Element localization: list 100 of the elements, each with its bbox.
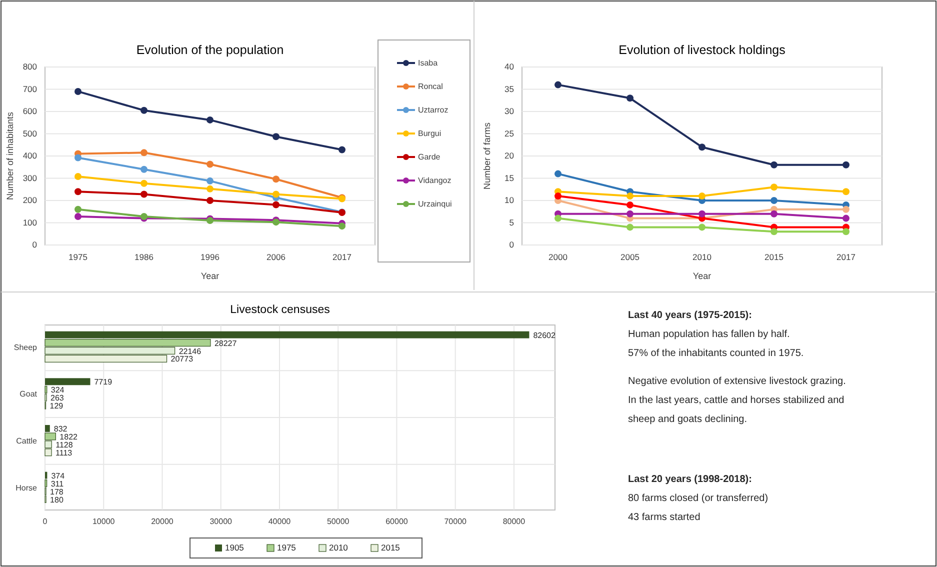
y-tick-label: 500 <box>22 128 38 138</box>
point <box>698 144 706 151</box>
data-label: 180 <box>50 495 64 504</box>
point <box>206 197 214 204</box>
point <box>338 222 346 230</box>
y-tick-label: Sheep <box>14 342 38 352</box>
point <box>626 192 634 200</box>
point <box>626 201 634 208</box>
y-tick-label: 300 <box>22 172 38 183</box>
data-label: 374 <box>51 471 66 480</box>
x-axis-title: Year <box>200 271 220 281</box>
y-tick-label: 25 <box>504 128 514 138</box>
legend-label: 1905 <box>225 542 244 553</box>
point <box>842 161 850 168</box>
y-tick-label: 10 <box>504 195 514 206</box>
point <box>74 213 82 220</box>
point <box>272 190 280 198</box>
data-label: 311 <box>50 479 64 488</box>
x-tick-label: 2005 <box>620 252 640 262</box>
data-label: 82602 <box>533 330 556 340</box>
point <box>770 184 778 191</box>
data-label: 832 <box>54 424 68 434</box>
data-label: 324 <box>50 386 65 395</box>
x-tick-label: 50000 <box>326 517 350 526</box>
point <box>554 192 562 200</box>
x-tick-label: 70000 <box>444 517 468 526</box>
y-tick-label: 15 <box>504 172 514 183</box>
point <box>206 116 214 124</box>
x-tick-label: 2017 <box>836 252 856 262</box>
point <box>770 210 778 218</box>
point <box>74 154 82 162</box>
point <box>140 190 148 198</box>
point <box>206 177 214 184</box>
x-tick-label: 10000 <box>92 517 116 526</box>
x-tick-label: 60000 <box>386 517 408 526</box>
point <box>842 188 850 196</box>
y-tick-label: 700 <box>22 84 38 94</box>
point <box>626 94 634 102</box>
y-tick-label: 5 <box>509 217 514 228</box>
y-tick-label: 400 <box>22 150 38 161</box>
x-tick-label: 1975 <box>68 252 88 262</box>
legend-label: Roncal <box>418 82 444 92</box>
point <box>842 206 850 213</box>
data-label: 28227 <box>214 338 238 348</box>
y-tick-label: 200 <box>22 195 38 206</box>
y-axis-title: Number of inhabitants <box>5 111 15 200</box>
point <box>140 180 148 187</box>
legend-label: Garde <box>418 152 441 162</box>
point <box>698 224 706 231</box>
x-axis-title: Year <box>692 271 712 281</box>
point <box>770 197 778 204</box>
y-tick-label: Horse <box>16 483 38 492</box>
point <box>74 172 82 180</box>
point <box>626 210 634 218</box>
y-tick-label: 0 <box>32 240 38 250</box>
text: Last 20 years (1998-2018): 80 farms closed (or transferred) 43 farms started <box>628 474 768 523</box>
point <box>140 166 148 173</box>
x-tick-label: 2010 <box>692 252 712 262</box>
point <box>626 224 634 231</box>
point <box>698 210 706 218</box>
x-tick-label: 20000 <box>151 517 174 526</box>
x-tick-label: 80000 <box>502 517 526 526</box>
x-tick-label: 0 <box>42 517 48 526</box>
y-tick-label: 35 <box>504 84 514 94</box>
point <box>140 106 148 114</box>
chart-title: Evolution of the population <box>136 43 284 57</box>
legend-label: Uztarroz <box>418 106 448 115</box>
x-tick-label: 1996 <box>200 252 220 262</box>
y-axis-title: Number of farms <box>482 122 492 190</box>
point <box>842 214 850 222</box>
y-tick-label: 600 <box>22 106 38 116</box>
x-tick-label: 2017 <box>332 252 352 262</box>
point <box>74 206 82 213</box>
point <box>338 146 346 154</box>
y-tick-label: Cattle <box>16 436 38 446</box>
data-label: 7719 <box>94 378 113 387</box>
data-label: 178 <box>50 487 64 496</box>
y-tick-label: 20 <box>504 150 514 161</box>
point <box>554 214 562 222</box>
x-tick-label: 40000 <box>268 517 292 526</box>
data-label: 20773 <box>170 354 194 364</box>
y-tick-label: Goat <box>20 390 38 399</box>
x-tick-label: 2006 <box>266 252 286 262</box>
point <box>770 161 778 168</box>
y-tick-label: 40 <box>504 62 514 72</box>
point <box>842 228 850 236</box>
y-tick-label: 0 <box>509 240 514 250</box>
y-tick-label: 800 <box>22 62 38 72</box>
text: Negative evolution of extensive livestock grazing. In the last years, cattle and horses stabilized and sheep and goats declining. <box>628 376 846 425</box>
point <box>74 88 82 95</box>
legend-label: 1975 <box>277 542 296 553</box>
point <box>74 188 82 196</box>
x-tick-label: 2015 <box>764 252 784 262</box>
point <box>272 176 280 183</box>
legend-label: Urzainqui <box>418 200 452 209</box>
point <box>272 133 280 140</box>
legend-label: 2010 <box>329 542 348 553</box>
text: Last 40 years (1975-2015): Human population has fallen by half. 57% of the inhabitants counted in 1975. <box>628 310 804 359</box>
point <box>770 228 778 236</box>
chart-title: Livestock censuses <box>230 304 330 316</box>
